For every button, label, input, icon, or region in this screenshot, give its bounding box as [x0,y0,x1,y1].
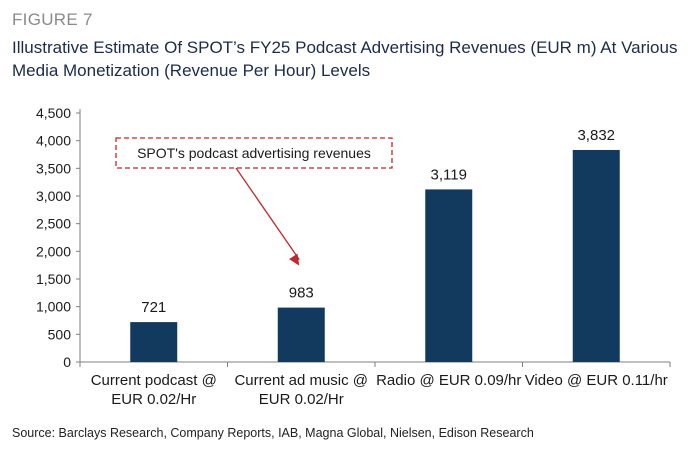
bar [277,307,325,362]
bar-value-label: 3,832 [577,127,615,144]
x-category-label: EUR 0.02/Hr [111,391,196,408]
y-tick-label: 4,000 [36,133,71,149]
annotation-arrow-head [289,253,300,266]
annotation-text: SPOT's podcast advertising revenues [137,145,371,161]
x-category-label: Current podcast @ [91,372,217,389]
x-category-label: Radio @ EUR 0.09/hr [376,372,521,389]
bar [425,189,473,362]
x-category-label: EUR 0.02/Hr [259,391,344,408]
x-category-label: Current ad music @ [234,372,368,389]
chart-title: Illustrative Estimate Of SPOT’s FY25 Pod… [12,38,678,80]
annotation-arrow-line [235,167,300,260]
y-tick-label: 3,500 [36,160,71,176]
bar-value-label: 3,119 [431,166,467,183]
y-tick-label: 3,000 [36,188,71,204]
y-tick-label: 2,000 [36,243,71,259]
bar-value-label: 721 [141,299,166,316]
annotation-box [115,137,393,169]
y-tick-label: 2,500 [36,216,71,232]
y-tick-label: 0 [63,354,71,370]
bar [572,149,620,362]
y-tick-label: 500 [48,326,72,342]
y-tick-label: 1,000 [36,299,71,315]
y-tick-label: 1,500 [36,271,71,287]
bar [130,322,178,362]
x-category-label: Video @ EUR 0.11/hr [525,372,668,389]
figure-label: FIGURE 7 [12,10,93,29]
bar-value-label: 983 [289,285,314,302]
source-note: Source: Barclays Research, Company Repor… [12,426,534,440]
y-tick-label: 4,500 [36,105,71,121]
